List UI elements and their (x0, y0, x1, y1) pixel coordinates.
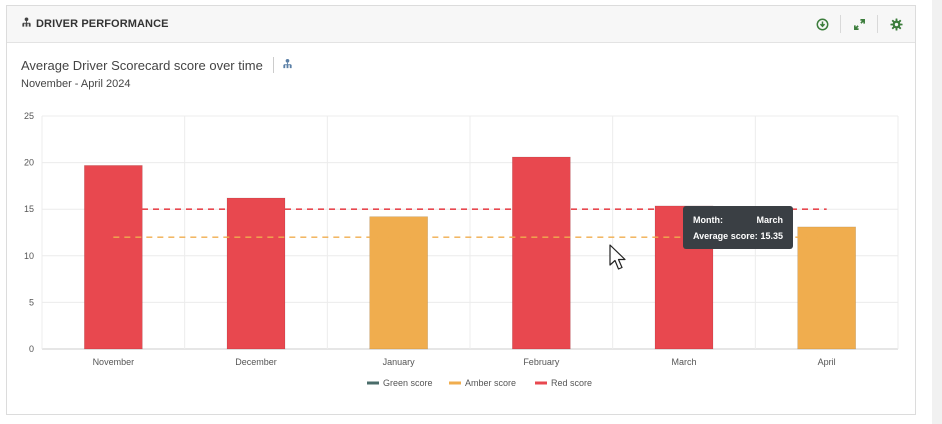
x-tick-label: January (383, 357, 416, 367)
bar[interactable] (512, 156, 571, 350)
user-tree-icon[interactable] (282, 58, 293, 73)
chart-title: Average Driver Scorecard score over time (21, 57, 293, 73)
y-tick-label: 25 (24, 111, 34, 121)
y-tick-label: 15 (24, 204, 34, 214)
bar[interactable] (226, 197, 286, 350)
tooltip-month-label: Month: (693, 215, 723, 225)
title-divider (272, 57, 274, 73)
x-tick-label: February (523, 357, 560, 367)
tooltip-month-value: March (756, 215, 783, 225)
legend-item[interactable]: Green score (383, 378, 433, 388)
panel-toolbar (813, 15, 905, 33)
panel-title-text: DRIVER PERFORMANCE (36, 18, 169, 30)
legend-item[interactable]: Red score (551, 378, 592, 388)
chart-tooltip: Month: March Average score: 15.35 (683, 206, 793, 249)
tooltip-score-label: Average score: (693, 231, 758, 241)
user-tree-icon (21, 17, 32, 31)
expand-icon[interactable] (850, 15, 868, 33)
toolbar-divider (877, 15, 878, 33)
y-tick-label: 10 (24, 251, 34, 261)
y-tick-label: 0 (29, 344, 34, 354)
x-tick-label: November (93, 357, 135, 367)
chart-subtitle: November - April 2024 (21, 78, 131, 90)
panel-title: DRIVER PERFORMANCE (21, 17, 169, 31)
mouse-cursor-icon (609, 244, 629, 277)
bar[interactable] (84, 165, 143, 350)
tooltip-score-value: 15.35 (760, 231, 783, 241)
y-tick-label: 5 (29, 297, 34, 307)
page-scrollbar[interactable] (932, 0, 942, 424)
panel-header: DRIVER PERFORMANCE (7, 6, 915, 43)
x-tick-label: December (235, 357, 277, 367)
toolbar-divider (840, 15, 841, 33)
y-tick-label: 20 (24, 158, 34, 168)
gear-icon[interactable] (887, 15, 905, 33)
x-tick-label: April (818, 357, 836, 367)
chart-title-text: Average Driver Scorecard score over time (21, 57, 263, 73)
download-icon[interactable] (813, 15, 831, 33)
x-tick-label: March (671, 357, 696, 367)
bar[interactable] (369, 216, 428, 350)
bar[interactable] (797, 226, 856, 350)
legend-item[interactable]: Amber score (465, 378, 516, 388)
